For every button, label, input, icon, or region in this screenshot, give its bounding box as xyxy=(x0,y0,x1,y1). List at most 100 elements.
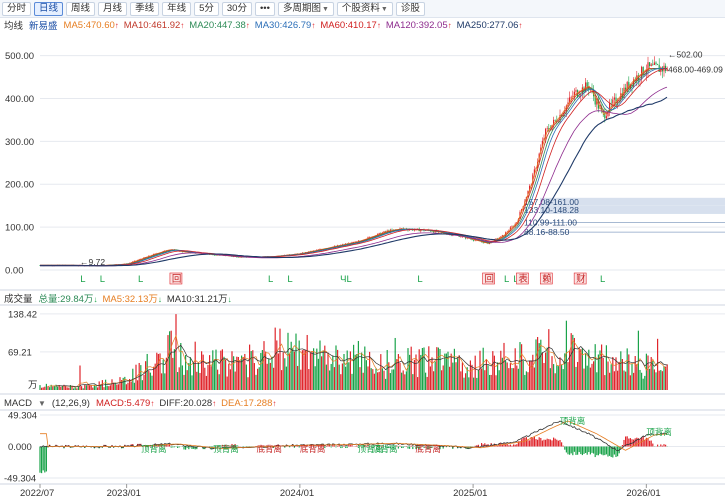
toolbar-button-6[interactable]: 5分 xyxy=(194,1,219,16)
volume-bar xyxy=(213,360,215,390)
macd-bar xyxy=(60,445,62,447)
macd-bar xyxy=(81,446,83,448)
candle-body xyxy=(513,226,515,227)
macd-bar xyxy=(503,443,505,447)
toolbar-button-9[interactable]: 多周期图▼ xyxy=(277,1,334,16)
candle-body xyxy=(209,254,211,255)
candle-body xyxy=(401,228,403,229)
volume-bar xyxy=(207,364,209,390)
volume-bar xyxy=(69,385,71,390)
macd-bar xyxy=(247,446,249,448)
candle-body xyxy=(391,229,393,231)
macd-bar xyxy=(359,445,361,447)
candle-body xyxy=(284,254,286,256)
volume-bar xyxy=(76,388,78,390)
candle-body xyxy=(113,265,115,266)
volume-bar xyxy=(244,353,246,390)
candle-body xyxy=(81,265,83,266)
volume-bar xyxy=(482,347,484,390)
stock-name[interactable]: 新易盛 xyxy=(29,21,58,32)
toolbar-button-2[interactable]: 周线 xyxy=(66,1,96,16)
candle-body xyxy=(202,253,204,255)
price_legend-item-text: MA10:461.92 xyxy=(123,19,181,31)
volume-bar xyxy=(625,371,627,390)
toolbar-button-1[interactable]: 日线 xyxy=(34,1,64,16)
toolbar-button-10[interactable]: 个股资料▼ xyxy=(336,1,393,16)
volume-bar xyxy=(317,358,319,390)
candle-body xyxy=(322,249,324,250)
candle-body xyxy=(581,87,583,95)
macd-y-tick-label: 0.000 xyxy=(8,442,32,453)
macd-bar xyxy=(66,445,68,447)
volume-bar xyxy=(465,373,467,390)
candle-body xyxy=(428,229,430,231)
toolbar-button-11[interactable]: 诊股 xyxy=(395,1,425,16)
volume-bar xyxy=(98,381,100,390)
divergence-label: 底背离 xyxy=(415,444,441,454)
macd-bar xyxy=(161,444,163,447)
volume-bar xyxy=(634,356,636,390)
macd-bar xyxy=(263,446,265,448)
candle-body xyxy=(277,256,279,257)
candle-body xyxy=(548,128,550,130)
volume-bar xyxy=(172,357,174,390)
macd-bar xyxy=(551,440,553,447)
toolbar-button-3[interactable]: 月线 xyxy=(98,1,128,16)
candle-body xyxy=(132,261,134,263)
macd-bar xyxy=(418,446,420,449)
macd_legend-item-text: MACD:5.479 xyxy=(95,397,151,409)
candle-body xyxy=(637,75,639,81)
candle-body xyxy=(506,231,508,233)
volume-bar xyxy=(498,370,500,390)
volume-bar xyxy=(428,346,430,390)
toolbar-button-5[interactable]: 年线 xyxy=(162,1,192,16)
macd-bar xyxy=(549,439,551,447)
macd-bar xyxy=(629,438,631,447)
event-marker-box xyxy=(539,272,553,285)
candle-body xyxy=(617,102,619,104)
candle-body xyxy=(276,256,278,258)
volume-bar xyxy=(597,354,599,390)
volume-bar xyxy=(41,387,43,390)
candle-body xyxy=(610,102,612,104)
event-marker-box xyxy=(482,272,495,285)
volume-bar xyxy=(338,364,340,390)
macd-y-tick-label: 49.304 xyxy=(8,411,37,422)
price_legend-item-text: MA250:277.06 xyxy=(456,19,519,31)
macd-bar xyxy=(289,446,291,448)
candle-body xyxy=(354,241,356,243)
volume-bar xyxy=(162,359,164,390)
candle-body xyxy=(218,254,220,256)
toolbar-button-0[interactable]: 分时 xyxy=(2,1,32,16)
macd-bar xyxy=(111,445,113,447)
macd-bar xyxy=(210,446,212,450)
toolbar-button-4[interactable]: 季线 xyxy=(130,1,160,16)
macd-bar xyxy=(429,446,431,448)
volume-bar xyxy=(657,338,659,390)
toolbar-button-8[interactable]: ••• xyxy=(254,1,275,16)
candle-body xyxy=(117,264,119,265)
candle-body xyxy=(169,250,171,251)
macd-bar xyxy=(122,446,124,449)
candle-body xyxy=(335,246,337,247)
candle-body xyxy=(77,265,79,267)
macd-bar xyxy=(420,446,422,448)
candle-body xyxy=(290,254,292,256)
volume-bar xyxy=(650,357,652,390)
candle-body xyxy=(551,124,553,131)
divergence-label: 底背离 xyxy=(257,444,283,454)
candle-body xyxy=(532,174,534,186)
candle-body xyxy=(425,230,427,231)
candle-body xyxy=(269,256,271,258)
candle-body xyxy=(57,264,59,266)
candle-body xyxy=(607,112,609,117)
macd-dropdown-icon[interactable]: ▼ xyxy=(37,398,46,408)
candle-body xyxy=(388,230,390,232)
toolbar-button-7[interactable]: 30分 xyxy=(221,1,252,16)
volume-bar xyxy=(125,384,127,390)
candle-body xyxy=(565,105,567,112)
volume-bar xyxy=(509,363,511,390)
macd-bar xyxy=(130,444,132,447)
macd-bar xyxy=(205,446,207,448)
